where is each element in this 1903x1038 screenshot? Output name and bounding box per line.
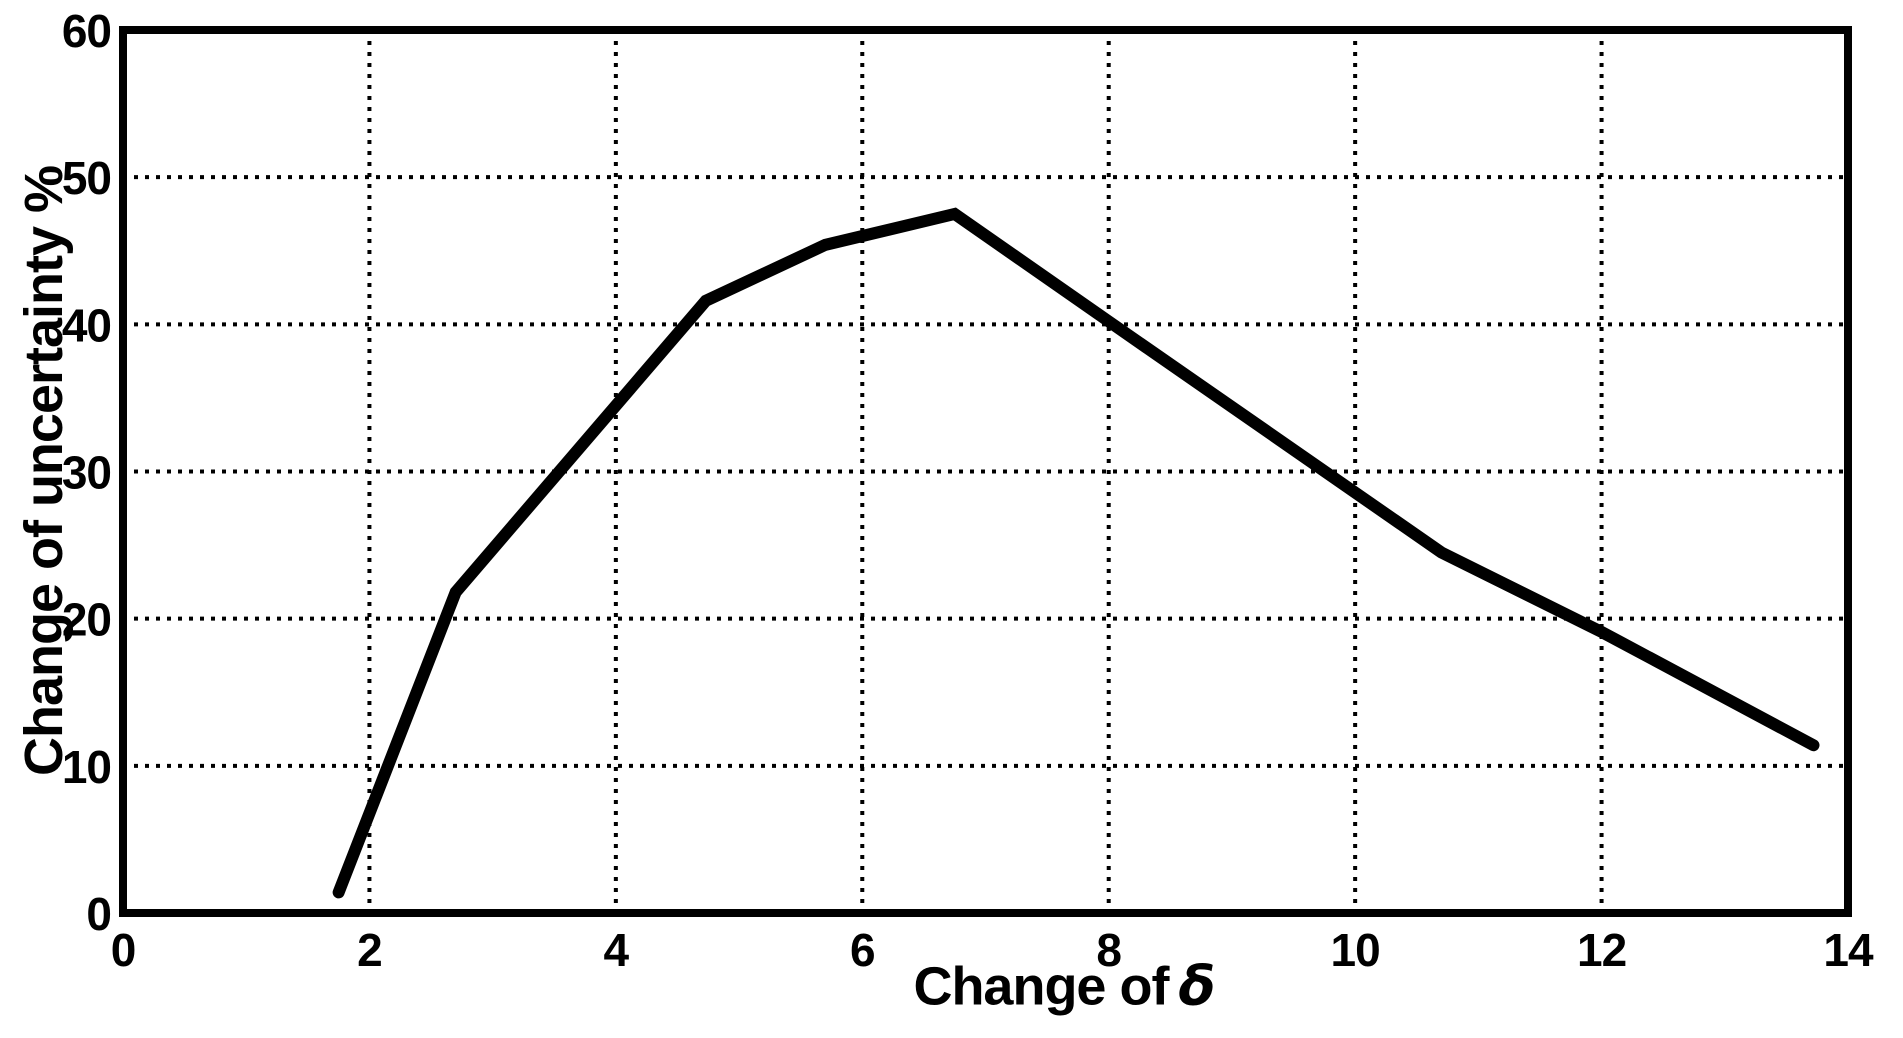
x-tick-label-2: 2 [357,924,382,976]
y-tick-label-40: 40 [62,299,111,351]
y-tick-label-0: 0 [86,888,111,940]
y-axis-label: Change of uncertainty % [14,165,74,777]
x-axis-label-text: Change of [913,956,1169,1017]
uncertainty-curve [332,207,1820,899]
x-tick-label-4: 4 [604,924,630,976]
y-tick-label-20: 20 [62,594,111,646]
y-tick-label-10: 10 [62,741,111,793]
x-tick-label-14: 14 [1823,924,1874,976]
x-tick-label-0: 0 [111,924,136,976]
y-tick-label-50: 50 [62,152,111,204]
plot-frame [119,26,1852,917]
y-tick-label-30: 30 [62,447,111,499]
y-tick-label-60: 60 [62,5,111,57]
x-tick-label-8: 8 [1096,924,1121,976]
x-tick-label-6: 6 [850,924,875,976]
x-tick-label-10: 10 [1331,924,1380,976]
x-axis-label: Change of δ [913,954,1215,1018]
x-tick-label-12: 12 [1577,924,1626,976]
delta-symbol: δ [1178,954,1215,1018]
